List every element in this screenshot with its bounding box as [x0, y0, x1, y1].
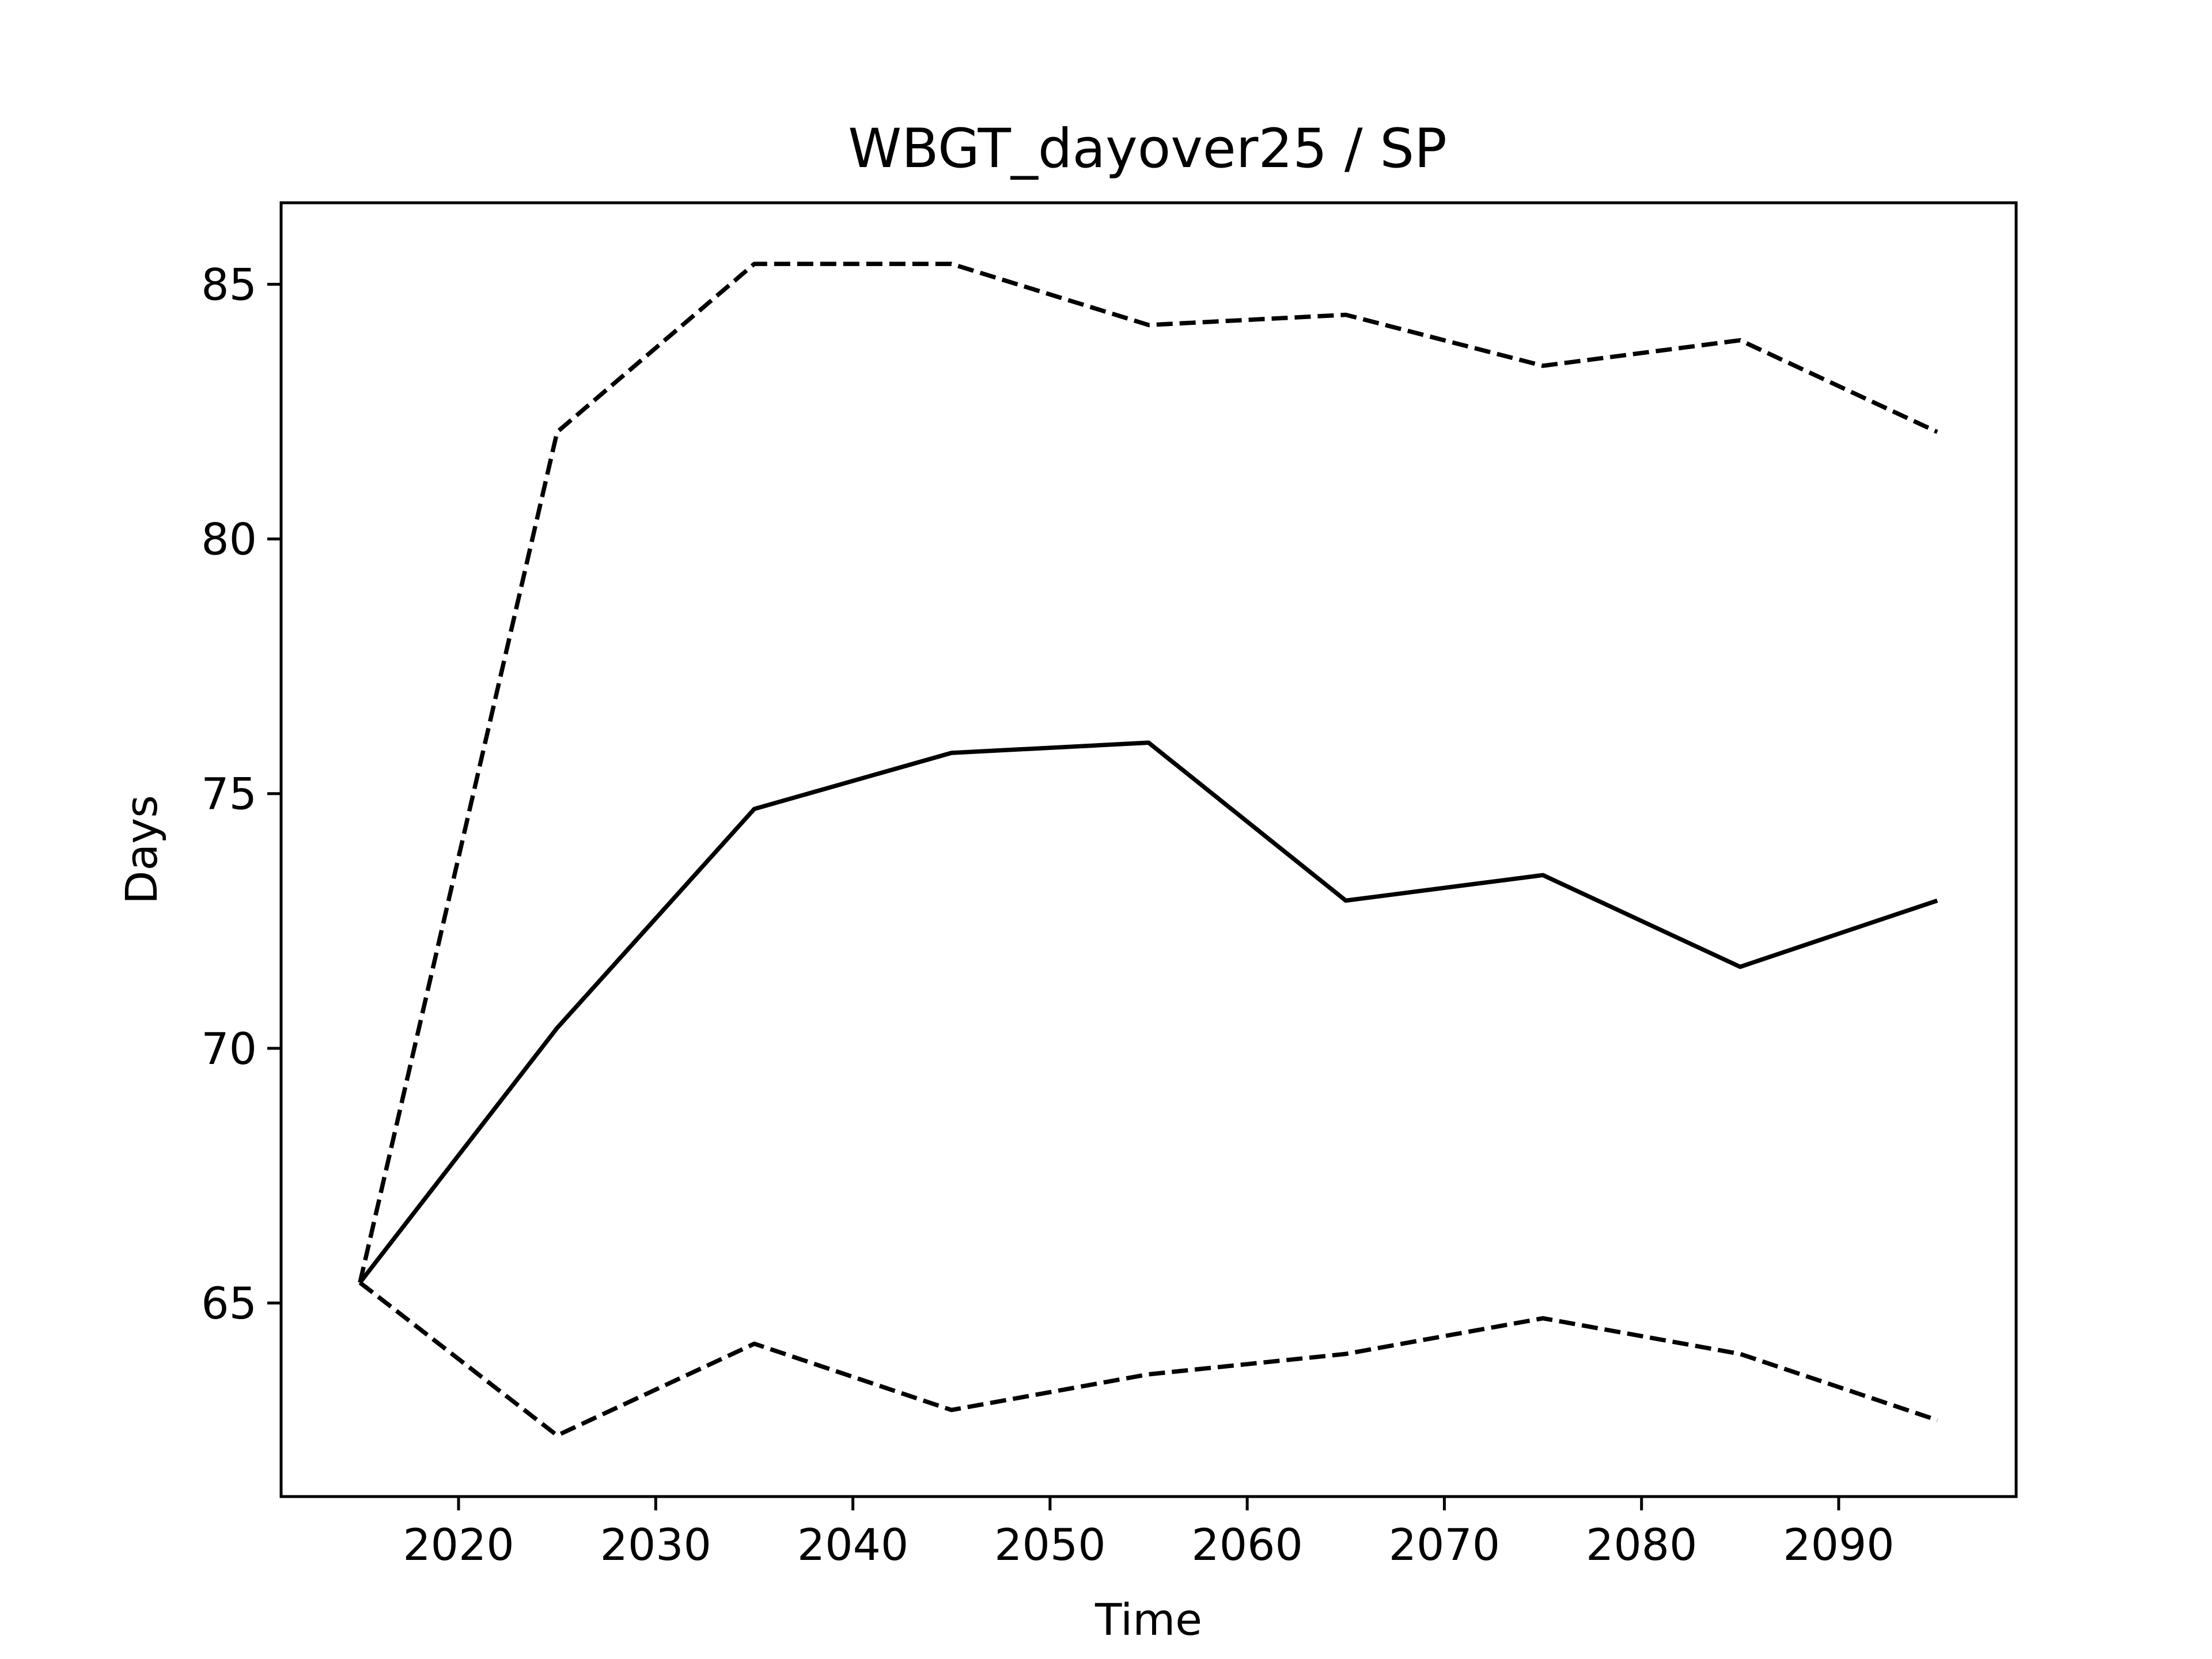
x-tick-label: 2050 [994, 1519, 1105, 1570]
x-tick-label: 2080 [1586, 1519, 1697, 1570]
x-axis-label: Time [1094, 1594, 1202, 1645]
series-line-3 [358, 1281, 1938, 1438]
y-axis-label: Days [116, 795, 167, 904]
x-tick-label: 2030 [600, 1519, 711, 1570]
x-tick-label: 2090 [1783, 1519, 1894, 1570]
plot-frame [279, 201, 2018, 1498]
y-tick-label: 70 [201, 1023, 257, 1074]
x-tick-label: 2070 [1389, 1519, 1500, 1570]
y-tick-label: 85 [201, 259, 257, 310]
series-layer [358, 262, 1938, 1438]
y-tick-label: 75 [201, 768, 257, 820]
y-tick-label: 65 [201, 1278, 257, 1329]
x-axis: 2020 2030 2040 2050 2060 2070 2080 2090 [403, 1497, 1895, 1570]
x-tick-label: 2060 [1191, 1519, 1302, 1570]
series-line-1 [358, 740, 1938, 1284]
x-tick-label: 2040 [797, 1519, 908, 1570]
chart-title: WBGT_dayover25 / SP [848, 118, 1447, 180]
x-tick-label: 2020 [403, 1519, 514, 1570]
y-tick-label: 80 [201, 514, 257, 565]
y-axis: 65 70 75 80 85 [201, 259, 281, 1329]
series-line-2 [358, 262, 1938, 1283]
